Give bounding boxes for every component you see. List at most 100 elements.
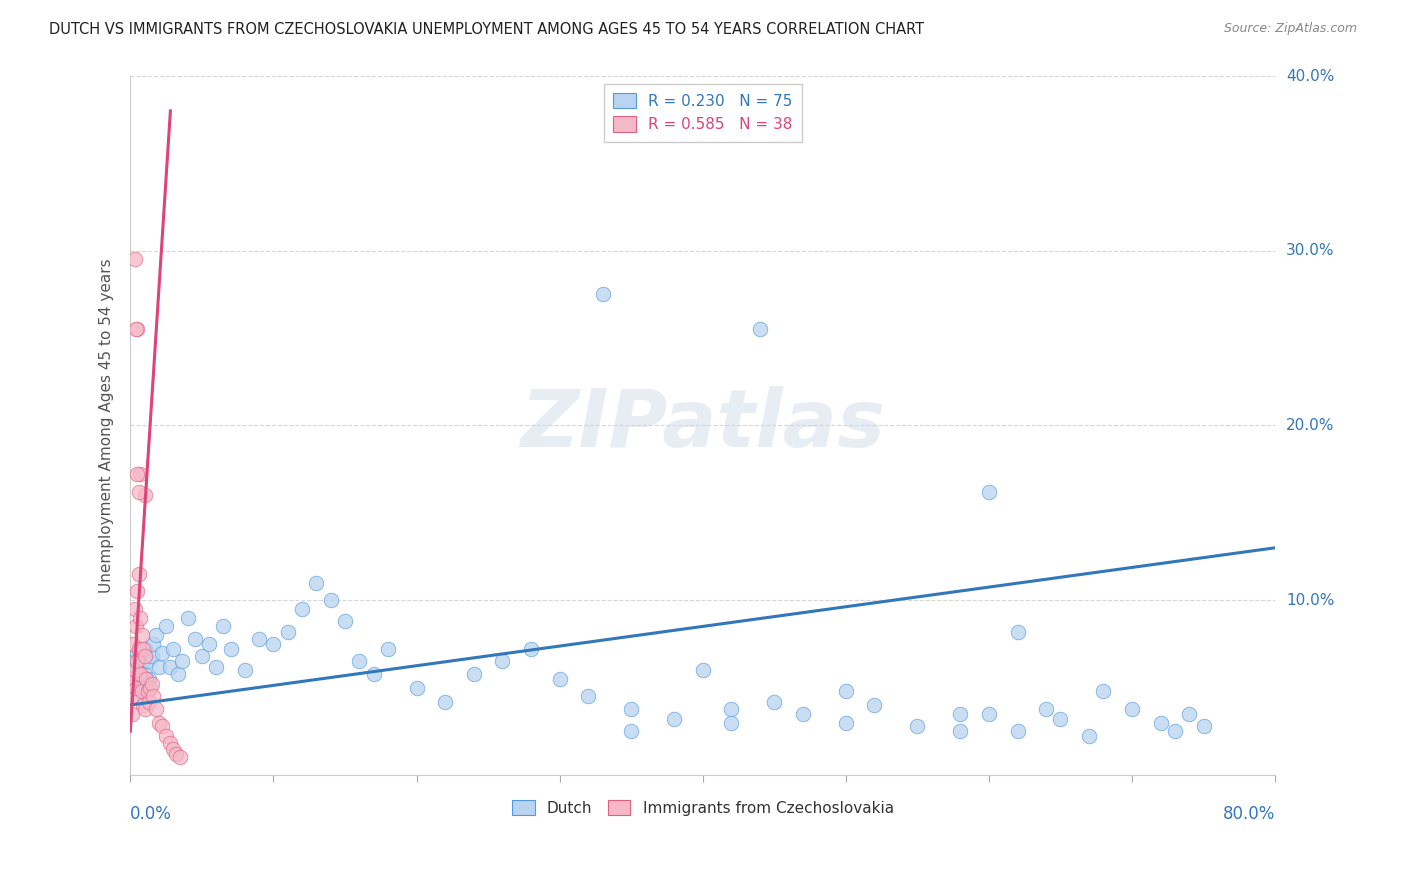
Point [835,684,858,698]
Point [319,593,342,607]
Point [124,663,146,677]
Point [162,741,184,756]
Text: 80.0%: 80.0% [1223,805,1275,823]
Text: DUTCH VS IMMIGRANTS FROM CZECHOSLOVAKIA UNEMPLOYMENT AMONG AGES 45 TO 54 YEARS C: DUTCH VS IMMIGRANTS FROM CZECHOSLOVAKIA … [49,22,924,37]
Point [520,642,543,657]
Point [305,575,328,590]
Point [1092,684,1115,698]
Point [135,672,157,686]
Point [463,666,485,681]
Point [121,706,143,721]
Text: Source: ZipAtlas.com: Source: ZipAtlas.com [1223,22,1357,36]
Point [159,736,181,750]
Point [145,628,167,642]
Point [142,637,165,651]
Y-axis label: Unemployment Among Ages 45 to 54 years: Unemployment Among Ages 45 to 54 years [100,258,114,593]
Point [122,690,145,704]
Point [150,719,173,733]
Point [128,566,150,581]
Point [1121,701,1143,715]
Point [121,672,143,686]
Point [905,719,928,733]
Point [548,672,571,686]
Point [198,637,221,651]
Point [1007,624,1029,639]
Point [1007,724,1029,739]
Point [129,666,152,681]
Point [349,654,371,668]
Point [1049,712,1071,726]
Point [121,663,143,677]
Text: 0.0%: 0.0% [131,805,172,823]
Point [262,637,284,651]
Point [949,706,972,721]
Point [233,663,256,677]
Point [247,632,270,646]
Point [127,467,149,482]
Point [1164,724,1187,739]
Point [134,649,156,664]
Point [620,724,643,739]
Point [1178,706,1201,721]
Point [720,715,742,730]
Text: 40.0%: 40.0% [1286,69,1334,84]
Point [949,724,972,739]
Point [122,672,145,686]
Point [277,624,299,639]
Point [333,614,356,628]
Point [191,649,214,664]
Point [131,628,153,642]
Point [134,488,156,502]
Point [129,663,152,677]
Text: 20.0%: 20.0% [1286,418,1334,433]
Point [377,642,399,657]
Point [576,690,599,704]
Point [134,666,156,681]
Point [165,747,187,761]
Text: ZIPatlas: ZIPatlas [520,386,886,465]
Point [138,694,160,708]
Point [205,659,228,673]
Point [148,659,170,673]
Point [977,484,1000,499]
Point [129,610,152,624]
Point [620,701,643,715]
Point [132,654,155,668]
Point [159,659,181,673]
Point [134,701,156,715]
Point [127,690,149,704]
Point [434,694,457,708]
Text: 30.0%: 30.0% [1286,244,1334,259]
Point [662,712,685,726]
Point [139,681,162,695]
Point [155,619,177,633]
Point [124,602,146,616]
Point [128,484,150,499]
Point [131,681,153,695]
Point [763,694,786,708]
Point [124,654,146,668]
Point [127,584,149,599]
Point [134,642,156,657]
Point [124,252,146,267]
Point [170,654,193,668]
Point [142,690,165,704]
Point [749,322,772,336]
Point [148,715,170,730]
Point [128,642,150,657]
Point [138,672,160,686]
Point [692,663,714,677]
Point [127,646,149,660]
Point [863,698,886,712]
Point [131,684,153,698]
Point [136,684,159,698]
Point [363,666,385,681]
Point [291,602,314,616]
Point [122,637,145,651]
Point [127,654,149,668]
Point [1150,715,1173,730]
Point [127,322,149,336]
Point [136,654,159,668]
Point [592,287,614,301]
Legend: Dutch, Immigrants from Czechoslovakia: Dutch, Immigrants from Czechoslovakia [503,792,901,823]
